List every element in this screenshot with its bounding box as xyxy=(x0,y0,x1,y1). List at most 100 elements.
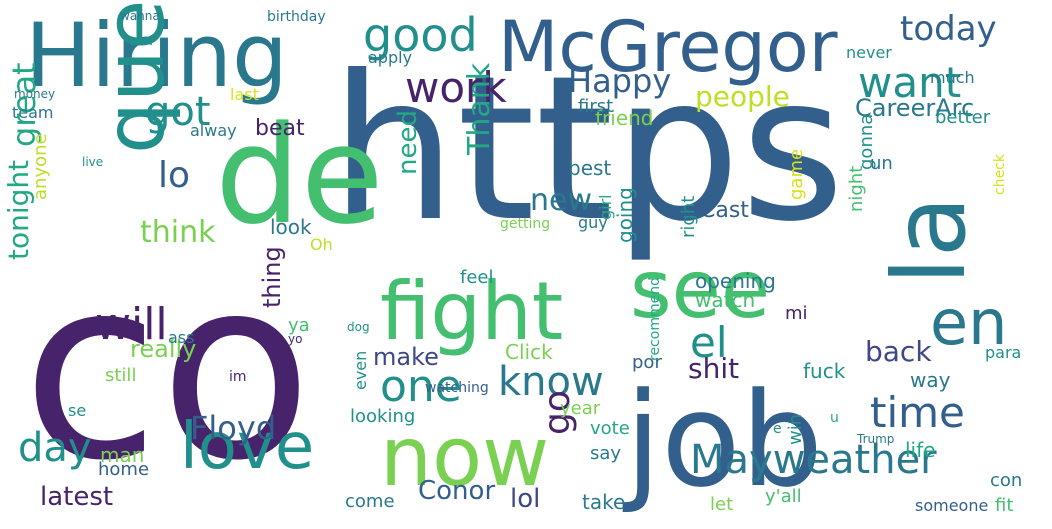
word-yo: yo xyxy=(288,332,303,346)
word-latest: latest xyxy=(40,482,114,512)
word-night: night xyxy=(846,165,867,212)
word-mayweather: Mayweather xyxy=(690,437,937,483)
word-look: look xyxy=(270,215,312,239)
word-oh: Oh xyxy=(310,235,333,254)
word-anyone: anyone xyxy=(30,133,51,200)
word-know: know xyxy=(498,359,604,405)
word-el: el xyxy=(690,318,728,367)
word-year: year xyxy=(560,398,601,419)
word-con: con xyxy=(990,470,1023,491)
word-cast: Cast xyxy=(700,198,749,223)
word-take: take xyxy=(582,490,626,514)
word-really: really xyxy=(130,335,197,363)
word-happy: Happy xyxy=(568,62,672,100)
word-birthday: birthday xyxy=(267,9,326,25)
word-lol: lol xyxy=(510,484,541,514)
word-love: love xyxy=(180,410,315,484)
word-la: la xyxy=(871,195,988,285)
word-say: say xyxy=(590,443,622,464)
word-lo: lo xyxy=(158,155,191,196)
word-will: will xyxy=(95,299,168,350)
word-man: man xyxy=(100,443,145,467)
word-beat: beat xyxy=(255,116,305,141)
word-job: job xyxy=(625,364,824,516)
word-para: para xyxy=(985,343,1022,362)
word-y-all: y'all xyxy=(765,486,802,507)
word-shit: shit xyxy=(688,352,740,385)
word-now: now xyxy=(380,410,550,505)
word-e: e xyxy=(773,421,782,437)
word-live: live xyxy=(82,155,104,169)
word-come: come xyxy=(345,491,395,512)
word-right: right xyxy=(678,195,699,238)
word-people: people xyxy=(695,80,790,113)
word-tonight: tonight xyxy=(2,159,35,260)
word-still: still xyxy=(105,365,137,386)
word-someone: someone xyxy=(915,496,989,515)
word-dog: dog xyxy=(347,320,370,334)
word-never: never xyxy=(846,43,892,62)
word-back: back xyxy=(865,335,932,368)
word-much: much xyxy=(930,68,975,87)
word-let: let xyxy=(710,494,734,515)
word-got: got xyxy=(145,89,211,135)
word-fit: fit xyxy=(995,495,1014,516)
word-life: life xyxy=(905,438,936,462)
word-vote: vote xyxy=(590,418,630,439)
word-team: team xyxy=(12,103,54,122)
word-por: por xyxy=(632,352,662,373)
word-de: de xyxy=(215,97,384,254)
word-mcgregor: McGregor xyxy=(498,6,838,88)
word-money: money xyxy=(14,87,56,101)
word-se: se xyxy=(68,401,87,420)
word-want: want xyxy=(858,58,962,107)
word-un: un xyxy=(870,153,893,174)
word-best: best xyxy=(568,156,612,180)
word-going: going xyxy=(613,187,637,243)
word-watching: watching xyxy=(425,380,489,396)
word-guy: guy xyxy=(578,213,608,232)
word-even: even xyxy=(351,350,370,390)
word-thank: Thank xyxy=(462,62,497,155)
word-alway: alway xyxy=(190,121,237,140)
word-time: time xyxy=(870,388,965,437)
word-today: today xyxy=(900,9,997,49)
word-good: good xyxy=(363,8,478,62)
word-co: co xyxy=(22,224,313,515)
word-win: win xyxy=(785,413,806,445)
word-floyd: Floyd xyxy=(190,409,277,447)
word-en: en xyxy=(930,286,1008,359)
word-apply: apply xyxy=(368,48,413,67)
word-check: check xyxy=(992,154,1008,195)
word-make: make xyxy=(373,343,439,371)
word-thing: thing xyxy=(258,246,286,308)
word-girl: girl xyxy=(596,194,615,220)
word-one: one xyxy=(380,361,462,412)
word-fuck: fuck xyxy=(803,359,846,383)
word-recommend: recommend xyxy=(647,277,663,361)
word-watch: watch xyxy=(695,288,756,312)
word-day: day xyxy=(18,425,92,471)
word-friend: friend xyxy=(595,106,654,130)
word-im: im xyxy=(229,369,247,385)
word-first: first xyxy=(578,96,614,117)
word-game: game xyxy=(786,148,807,200)
word-wanna: wanna xyxy=(120,9,160,23)
word-better: better xyxy=(935,107,991,128)
word-looking: looking xyxy=(350,406,416,427)
word-see: see xyxy=(630,243,771,336)
word-opening: opening xyxy=(695,269,776,293)
word-home: home xyxy=(98,459,150,480)
word-https: https xyxy=(330,33,845,266)
word-ass: ass xyxy=(168,328,195,347)
word-think: think xyxy=(140,215,216,250)
word-way: way xyxy=(910,368,951,392)
word-click: Click xyxy=(505,340,553,364)
word-work: work xyxy=(405,63,507,112)
word-new: new xyxy=(530,183,593,218)
word-getting: getting xyxy=(500,216,551,232)
word-u: u xyxy=(830,410,839,426)
word-careerarc: CareerArc xyxy=(855,94,975,122)
word-feel: feel xyxy=(460,267,494,288)
